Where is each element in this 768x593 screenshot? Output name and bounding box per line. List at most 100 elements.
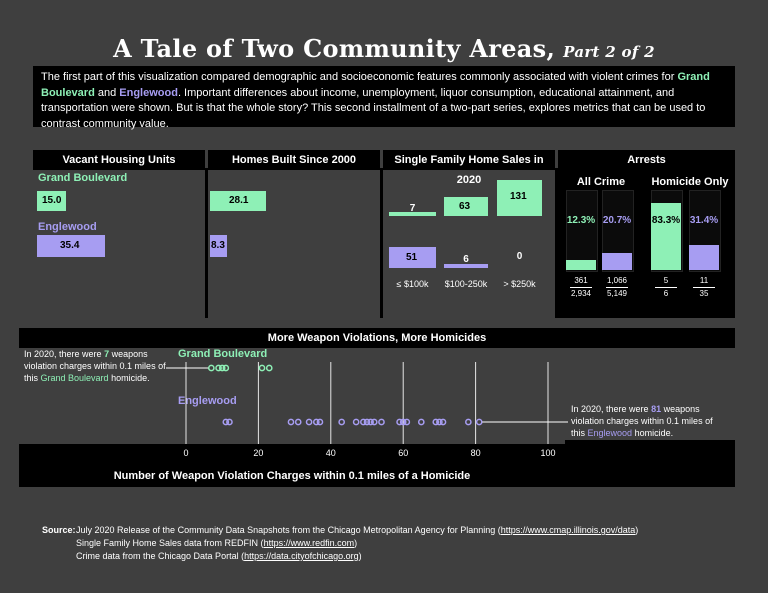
arrest-pct-0-1: 20.7% bbox=[602, 215, 632, 226]
arrest-fraction-line-0-1 bbox=[606, 287, 628, 288]
eng-note-area: Englewood bbox=[587, 428, 633, 438]
arrest-pct-0-0: 12.3% bbox=[566, 215, 596, 226]
weapons-axis-bg-right bbox=[565, 440, 735, 487]
point-0-3 bbox=[222, 364, 230, 372]
intro-part1: The first part of this visualization com… bbox=[41, 71, 678, 83]
source-3b: ) bbox=[358, 551, 362, 561]
point-1-18 bbox=[432, 418, 440, 426]
point-1-16 bbox=[403, 418, 411, 426]
arrest-bar-fill-1-0 bbox=[651, 203, 681, 270]
eng-note-a: In 2020, there were bbox=[571, 404, 652, 414]
arrest-den-0-0: 2,934 bbox=[570, 289, 592, 298]
point-1-5 bbox=[312, 418, 320, 426]
sales-cat-2: $100-250k bbox=[444, 279, 488, 289]
sales-value-eng-1: 51 bbox=[406, 252, 418, 263]
point-1-8 bbox=[352, 418, 360, 426]
weapons-eng-label: Englewood bbox=[178, 395, 237, 407]
weapons-gb-label: Grand Boulevard bbox=[178, 348, 268, 360]
x-tick-20: 20 bbox=[253, 448, 263, 458]
arrest-fraction-line-0-0 bbox=[570, 287, 592, 288]
vacant-bar-gb: 15.0 bbox=[37, 191, 66, 211]
x-tick-100: 100 bbox=[540, 448, 555, 458]
intro-grand-boulevard: Grand Boulevard bbox=[41, 71, 710, 99]
vacant-bar-eng: 35.4 bbox=[37, 235, 105, 257]
source-line-1: July 2020 Release of the Community Data … bbox=[76, 524, 736, 537]
point-1-2 bbox=[287, 418, 295, 426]
sales-bar-eng-1: 51 bbox=[389, 247, 436, 268]
point-1-21 bbox=[465, 418, 472, 426]
sales-header: Single Family Home Sales in 2020 bbox=[383, 150, 555, 186]
arrests-header: Arrests bbox=[558, 150, 735, 170]
sales-bar-eng-2 bbox=[444, 264, 488, 268]
point-1-7 bbox=[338, 418, 346, 426]
arrest-pct-1-1: 31.4% bbox=[689, 215, 719, 226]
sales-value-eng-3: 0 bbox=[516, 251, 523, 262]
homicide-only-label: Homicide Only bbox=[651, 176, 729, 188]
gb-note-b: weapons violation charges within 0.1 mil… bbox=[24, 349, 166, 383]
weapons-xlabel: Number of Weapon Violation Charges withi… bbox=[113, 470, 471, 482]
arrest-num-0-0: 361 bbox=[574, 276, 588, 285]
built-bar-gb: 28.1 bbox=[210, 191, 266, 211]
gb-note-num: 7 bbox=[104, 349, 110, 359]
weapons-eng-note: In 2020, there were 81 weapons violation… bbox=[571, 403, 721, 439]
point-0-5 bbox=[265, 364, 273, 372]
source-link-redfin[interactable]: https://www.redfin.com bbox=[263, 538, 355, 548]
point-1-15 bbox=[399, 418, 407, 426]
intro-text: The first part of this visualization com… bbox=[33, 66, 735, 130]
sales-value-gb-1: 7 bbox=[409, 203, 416, 214]
sales-cat-1: ≤ $100k bbox=[396, 279, 429, 289]
point-1-3 bbox=[294, 418, 302, 426]
point-1-17 bbox=[417, 418, 425, 426]
intro-englewood: Englewood bbox=[119, 86, 178, 99]
sales-bar-gb-2: 63 bbox=[444, 197, 488, 216]
sales-bar-gb-1 bbox=[389, 212, 436, 216]
vacant-header: Vacant Housing Units bbox=[33, 150, 205, 170]
point-1-20 bbox=[439, 418, 447, 426]
point-1-1 bbox=[226, 418, 233, 426]
point-0-0 bbox=[207, 364, 215, 372]
x-tick-40: 40 bbox=[326, 448, 336, 458]
point-0-4 bbox=[258, 364, 266, 372]
arrest-pct-1-0: 83.3% bbox=[651, 215, 681, 226]
x-tick-0: 0 bbox=[183, 448, 188, 458]
vacant-value-gb: 15.0 bbox=[42, 195, 62, 206]
gb-note-area: Grand Boulevard bbox=[40, 373, 109, 383]
sales-value-eng-2: 6 bbox=[463, 254, 469, 265]
point-1-13 bbox=[378, 418, 385, 426]
source-link-chicago[interactable]: https://data.cityofchicago.org bbox=[244, 551, 359, 561]
arrest-bar-bg-0-0 bbox=[566, 190, 598, 272]
point-1-11 bbox=[367, 418, 374, 426]
eng-note-num: 81 bbox=[651, 404, 662, 414]
x-tick-80: 80 bbox=[471, 448, 481, 458]
weapons-axis-bg bbox=[19, 444, 565, 487]
eng-note-b: weapons violation charges within 0.1 mil… bbox=[571, 404, 713, 438]
arrest-num-1-1: 11 bbox=[699, 276, 709, 285]
vacant-gb-label: Grand Boulevard bbox=[38, 172, 128, 184]
arrest-bar-fill-0-0 bbox=[566, 260, 596, 270]
arrest-num-1-0: 5 bbox=[663, 276, 669, 285]
built-bar-eng: 8.3 bbox=[210, 235, 227, 257]
arrest-den-1-0: 6 bbox=[663, 289, 669, 298]
point-0-1 bbox=[215, 364, 222, 372]
divider-1 bbox=[205, 168, 208, 318]
sales-cat-3: > $250k bbox=[503, 279, 536, 289]
built-value-gb: 28.1 bbox=[229, 195, 249, 206]
point-1-0 bbox=[222, 418, 230, 426]
vacant-value-eng: 35.4 bbox=[60, 240, 80, 251]
built-value-eng: 8.3 bbox=[211, 240, 225, 251]
point-1-4 bbox=[305, 418, 313, 426]
x-tick-60: 60 bbox=[398, 448, 408, 458]
source-lines: July 2020 Release of the Community Data … bbox=[76, 524, 736, 563]
page-title: A Tale of Two Community Areas, Part 2 of … bbox=[0, 34, 768, 63]
point-1-19 bbox=[436, 418, 443, 426]
divider-3 bbox=[555, 168, 558, 318]
point-1-10 bbox=[363, 418, 371, 426]
arrest-fraction-line-1-0 bbox=[655, 287, 677, 288]
source-link-cmap[interactable]: https://www.cmap.illinois.gov/data bbox=[500, 525, 636, 535]
weapons-gb-note: In 2020, there were 7 weapons violation … bbox=[24, 348, 174, 384]
intro-and: and bbox=[94, 86, 120, 99]
gb-note-a: In 2020, there were bbox=[24, 349, 105, 359]
point-1-9 bbox=[360, 418, 367, 426]
arrest-den-0-1: 5,149 bbox=[606, 289, 628, 298]
